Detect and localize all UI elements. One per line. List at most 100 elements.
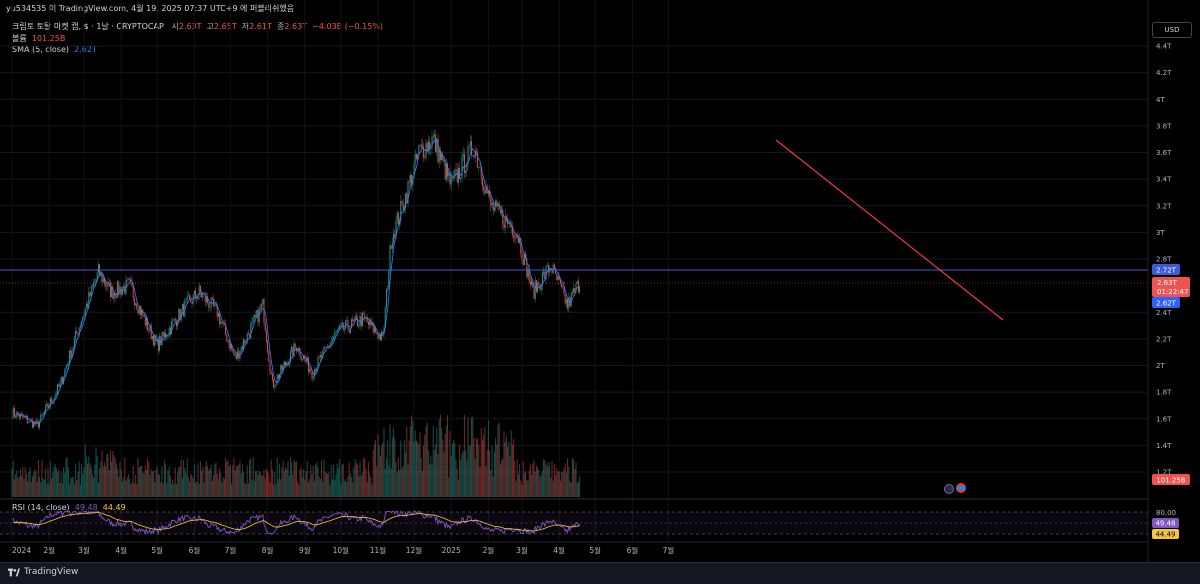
candle-body bbox=[301, 358, 303, 360]
candle-body bbox=[456, 169, 458, 183]
volume-bar bbox=[274, 472, 276, 497]
volume-bar bbox=[571, 458, 573, 497]
volume-bar bbox=[53, 466, 55, 497]
candle-body bbox=[495, 200, 497, 207]
tradingview-logo[interactable]: TradingView bbox=[8, 567, 78, 577]
candle-body bbox=[37, 422, 39, 428]
volume-bar bbox=[445, 425, 447, 497]
candle-body bbox=[496, 200, 498, 207]
volume-bar bbox=[491, 446, 493, 497]
volume-legend[interactable]: 볼륨 101.25B bbox=[12, 33, 65, 44]
volume-bar bbox=[394, 438, 396, 497]
time-tick-label: 4월 bbox=[115, 545, 127, 555]
volume-bar bbox=[209, 468, 211, 497]
candle-body bbox=[492, 202, 494, 211]
volume-bar bbox=[333, 464, 335, 497]
candle-body bbox=[195, 290, 197, 298]
volume-bar bbox=[363, 457, 365, 497]
candle-body bbox=[438, 150, 440, 163]
volume-bar bbox=[295, 461, 297, 497]
volume-bar bbox=[545, 464, 547, 497]
volume-bar bbox=[78, 461, 80, 497]
candle-body bbox=[117, 281, 119, 298]
candle-body bbox=[225, 324, 227, 335]
volume-label: 볼륨 bbox=[12, 34, 27, 43]
volume-bar bbox=[42, 478, 44, 497]
price-tag-hline[interactable]: 2.72T bbox=[1152, 264, 1180, 275]
volume-bar bbox=[252, 457, 254, 497]
symbol-legend[interactable]: 크립토 토탈 마켓 캡, $ · 1날 · CRYPTOCAP 시2.63T 고… bbox=[12, 21, 383, 32]
symbol-title[interactable]: 크립토 토탈 마켓 캡, $ · 1날 · CRYPTOCAP bbox=[12, 22, 164, 31]
volume-bar bbox=[264, 478, 266, 497]
price-tag-last[interactable]: 2.63T 01:22:47 bbox=[1152, 277, 1190, 297]
volume-bar bbox=[240, 473, 242, 497]
candle-body bbox=[535, 280, 537, 293]
sma-legend[interactable]: SMA (5, close) 2.62T bbox=[12, 45, 97, 54]
candle-body bbox=[41, 414, 43, 416]
volume-bar bbox=[351, 477, 353, 497]
volume-bar bbox=[498, 422, 500, 497]
candle-body bbox=[341, 322, 343, 326]
candle-body bbox=[529, 281, 531, 285]
volume-bar bbox=[150, 469, 152, 497]
candle-body bbox=[436, 138, 438, 152]
rsi-legend[interactable]: RSI (14, close) 49.48 44.49 bbox=[12, 503, 126, 512]
price-tag-sma[interactable]: 2.62T bbox=[1152, 297, 1180, 308]
volume-bar bbox=[449, 430, 451, 497]
flash-icon[interactable] bbox=[944, 484, 954, 494]
volume-bar bbox=[537, 467, 539, 497]
candle-body bbox=[547, 265, 549, 273]
candle-body bbox=[137, 309, 139, 314]
volume-bar bbox=[126, 477, 128, 497]
candle-body bbox=[259, 308, 261, 309]
volume-bar bbox=[334, 479, 336, 497]
price-chart[interactable]: 4.4T 4.2T 4T 3.8T 3.6T 3.4T 3.2T 3T 2.8T 2.4T 2.2T… bbox=[0, 0, 1200, 562]
volume-bar bbox=[330, 465, 332, 497]
volume-bar bbox=[574, 468, 576, 497]
candle-body bbox=[261, 304, 263, 309]
volume-bar bbox=[546, 462, 548, 497]
volume-bar bbox=[361, 473, 363, 497]
candle-body bbox=[373, 327, 375, 333]
candle-body bbox=[258, 308, 260, 323]
trend-line[interactable] bbox=[775, 139, 1004, 321]
volume-bar bbox=[413, 441, 415, 497]
candle-body bbox=[51, 398, 53, 403]
volume-bar bbox=[192, 478, 194, 497]
candle-body bbox=[573, 288, 575, 294]
volume-bar bbox=[160, 482, 162, 497]
time-tick-label: 5월 bbox=[151, 545, 163, 555]
candle-body bbox=[15, 415, 17, 418]
volume-bar bbox=[529, 464, 531, 497]
volume-bar bbox=[453, 439, 455, 497]
volume-bar bbox=[222, 477, 224, 497]
volume-bar bbox=[210, 464, 212, 497]
sma-label: SMA (5, close) bbox=[12, 45, 70, 54]
candle-body bbox=[363, 313, 365, 315]
price-tag-volume[interactable]: 101.25B bbox=[1152, 474, 1190, 485]
candle-body bbox=[579, 286, 581, 292]
volume-bar bbox=[139, 466, 141, 497]
candle-body bbox=[390, 245, 392, 249]
candle-body bbox=[333, 336, 335, 340]
volume-bar bbox=[261, 476, 263, 497]
volume-bar bbox=[418, 444, 420, 497]
volume-bar bbox=[30, 482, 32, 497]
candle-body bbox=[214, 303, 216, 307]
candle-body bbox=[292, 346, 294, 357]
candle-body bbox=[448, 172, 450, 177]
volume-bar bbox=[88, 456, 90, 497]
candle-body bbox=[115, 296, 117, 298]
volume-bar bbox=[340, 484, 342, 497]
currency-button[interactable]: USD bbox=[1152, 22, 1192, 38]
volume-bar bbox=[94, 464, 96, 497]
candle-body bbox=[311, 372, 313, 379]
volume-bar bbox=[466, 460, 468, 497]
candle-body bbox=[454, 170, 456, 177]
volume-bar bbox=[538, 469, 540, 497]
candle-body bbox=[131, 281, 133, 287]
volume-bar bbox=[555, 475, 557, 497]
volume-bar bbox=[348, 462, 350, 497]
volume-bar bbox=[52, 472, 54, 497]
candle-body bbox=[366, 318, 368, 323]
